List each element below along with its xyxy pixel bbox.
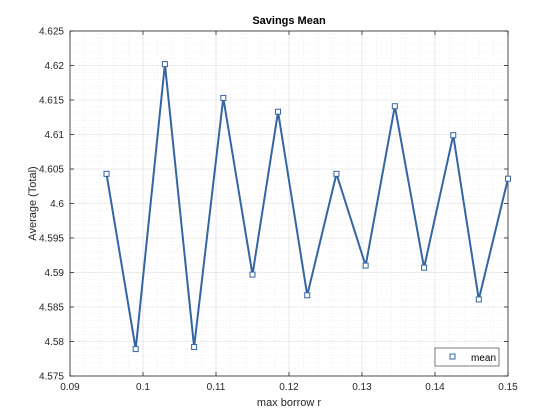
x-tick-label: 0.15 <box>498 382 518 393</box>
legend-marker-mean <box>449 353 456 360</box>
x-axis-label: max borrow r <box>257 397 322 409</box>
y-tick-label: 4.6 <box>50 199 64 210</box>
y-tick-label: 4.595 <box>39 234 64 245</box>
data-point <box>275 108 282 115</box>
data-point <box>249 271 256 278</box>
y-tick-label: 4.61 <box>45 130 65 141</box>
y-tick-label: 4.585 <box>39 303 64 314</box>
x-tick-label: 0.13 <box>352 382 372 393</box>
data-point <box>421 264 428 271</box>
data-point <box>132 346 139 353</box>
y-tick-label: 4.605 <box>39 165 64 176</box>
data-point <box>505 175 511 182</box>
data-point <box>362 262 369 269</box>
series-layer <box>103 61 511 353</box>
data-point <box>220 94 227 101</box>
data-point <box>304 292 311 299</box>
y-tick-label: 4.625 <box>39 27 64 38</box>
y-tick-label: 4.62 <box>45 61 65 72</box>
y-tick-label: 4.615 <box>39 96 64 107</box>
data-point <box>475 296 482 303</box>
legend: mean <box>434 347 500 367</box>
y-axis-label: Average (Total) <box>27 166 39 240</box>
y-tick-label: 4.575 <box>39 372 64 383</box>
chart-title: Savings Mean <box>252 15 326 27</box>
data-point <box>333 170 340 177</box>
x-tick-label: 0.09 <box>60 382 80 393</box>
y-tick-label: 4.58 <box>45 337 65 348</box>
x-tick-label: 0.12 <box>279 382 299 393</box>
data-point <box>391 103 398 110</box>
y-tick-label: 4.59 <box>45 268 65 279</box>
x-tick-label: 0.14 <box>425 382 445 393</box>
legend-label-mean: mean <box>471 353 496 364</box>
data-point <box>103 170 110 177</box>
y-axis: 4.575 4.58 4.585 4.59 4.595 4.6 4.605 4.61 4.615… <box>39 27 508 383</box>
data-point <box>450 132 457 139</box>
data-point <box>191 344 198 351</box>
x-tick-label: 0.1 <box>136 382 150 393</box>
x-axis: 0.09 0.1 0.11 0.12 0.13 0.14 0.15 <box>60 31 518 393</box>
data-point <box>161 61 168 68</box>
legend-box <box>434 347 500 367</box>
x-tick-label: 0.11 <box>207 382 226 393</box>
